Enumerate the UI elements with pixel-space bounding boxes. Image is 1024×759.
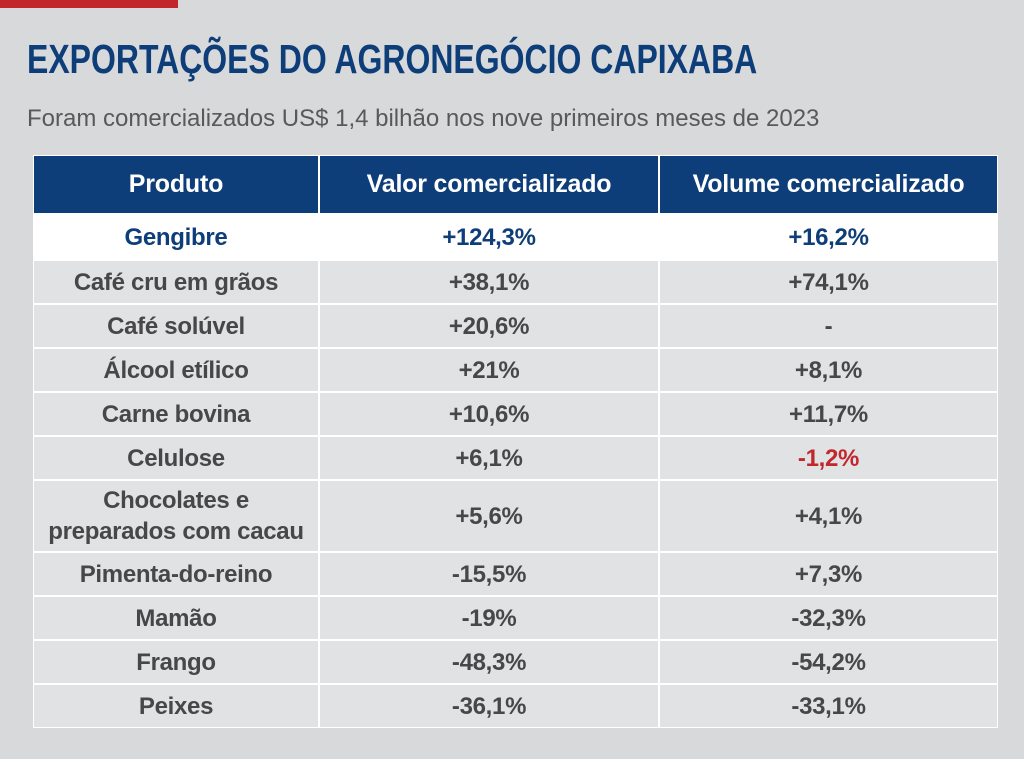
value-text: -19% — [461, 604, 517, 632]
volume-cell: +7,3% — [660, 553, 997, 595]
value-cell: -36,1% — [320, 685, 658, 727]
volume-text: +11,7% — [789, 400, 868, 428]
column-header-label: Valor comercializado — [366, 170, 612, 198]
value-text: -48,3% — [451, 648, 527, 676]
volume-text: -54,2% — [791, 648, 866, 676]
value-cell: -19% — [320, 597, 658, 639]
column-header-volume: Volume comercializado — [660, 156, 997, 213]
volume-text: +4,1% — [794, 502, 863, 530]
volume-text: - — [824, 312, 833, 340]
column-header-product: Produto — [34, 156, 318, 213]
product-cell: Chocolates e preparados com cacau — [34, 481, 318, 551]
product-cell: Café solúvel — [34, 305, 318, 347]
page-title: EXPORTAÇÕES DO AGRONEGÓCIO CAPIXABA — [27, 36, 758, 82]
value-cell: +20,6% — [320, 305, 658, 347]
column-header-label: Volume comercializado — [692, 170, 965, 198]
product-text: Celulose — [127, 444, 225, 472]
value-cell: +10,6% — [320, 393, 658, 435]
product-text: Pimenta-do-reino — [79, 560, 273, 588]
product-text: Gengibre — [124, 223, 228, 251]
volume-text: -32,3% — [791, 604, 866, 632]
volume-cell: +4,1% — [660, 481, 997, 551]
exports-table: Produto Valor comercializado Volume come… — [33, 155, 998, 728]
value-text: +20,6% — [448, 312, 530, 340]
volume-cell: -33,1% — [660, 685, 997, 727]
value-text: -15,5% — [451, 560, 527, 588]
value-text: +5,6% — [455, 502, 523, 530]
volume-cell: +11,7% — [660, 393, 997, 435]
volume-text: +7,3% — [794, 560, 863, 588]
accent-bar — [0, 0, 178, 8]
value-text: +124,3% — [442, 223, 536, 251]
product-text: Chocolates e preparados com cacau — [48, 487, 304, 545]
column-header-value: Valor comercializado — [320, 156, 658, 213]
product-cell: Álcool etílico — [34, 349, 318, 391]
volume-text: +16,2% — [788, 223, 869, 251]
value-cell: +124,3% — [320, 215, 658, 259]
product-text: Carne bovina — [101, 400, 251, 428]
value-cell: +5,6% — [320, 481, 658, 551]
value-text: +21% — [458, 356, 520, 384]
product-cell: Gengibre — [34, 215, 318, 259]
value-text: +38,1% — [448, 268, 530, 296]
product-cell: Carne bovina — [34, 393, 318, 435]
page-subtitle: Foram comercializados US$ 1,4 bilhão nos… — [27, 105, 820, 132]
product-text: Mamão — [135, 604, 217, 632]
volume-cell: +16,2% — [660, 215, 997, 259]
product-cell: Celulose — [34, 437, 318, 479]
product-cell: Mamão — [34, 597, 318, 639]
product-cell: Frango — [34, 641, 318, 683]
volume-text: +8,1% — [794, 356, 863, 384]
value-text: +10,6% — [448, 400, 530, 428]
value-cell: +6,1% — [320, 437, 658, 479]
value-text: +6,1% — [455, 444, 523, 472]
value-cell: +21% — [320, 349, 658, 391]
value-cell: -48,3% — [320, 641, 658, 683]
value-text: -36,1% — [451, 692, 527, 720]
volume-cell: +74,1% — [660, 261, 997, 303]
product-text: Café solúvel — [107, 312, 245, 340]
product-text: Peixes — [138, 692, 214, 720]
product-text: Frango — [136, 648, 216, 676]
volume-cell: - — [660, 305, 997, 347]
column-header-label: Produto — [128, 170, 224, 198]
product-cell: Peixes — [34, 685, 318, 727]
value-cell: +38,1% — [320, 261, 658, 303]
value-cell: -15,5% — [320, 553, 658, 595]
volume-text: -1,2% — [797, 444, 860, 472]
product-text: Álcool etílico — [103, 356, 249, 384]
volume-text: +74,1% — [788, 268, 869, 296]
volume-cell: -54,2% — [660, 641, 997, 683]
product-cell: Café cru em grãos — [34, 261, 318, 303]
volume-text: -33,1% — [791, 692, 866, 720]
volume-cell: -1,2% — [660, 437, 997, 479]
volume-cell: -32,3% — [660, 597, 997, 639]
product-cell: Pimenta-do-reino — [34, 553, 318, 595]
product-text: Café cru em grãos — [73, 268, 279, 296]
volume-cell: +8,1% — [660, 349, 997, 391]
